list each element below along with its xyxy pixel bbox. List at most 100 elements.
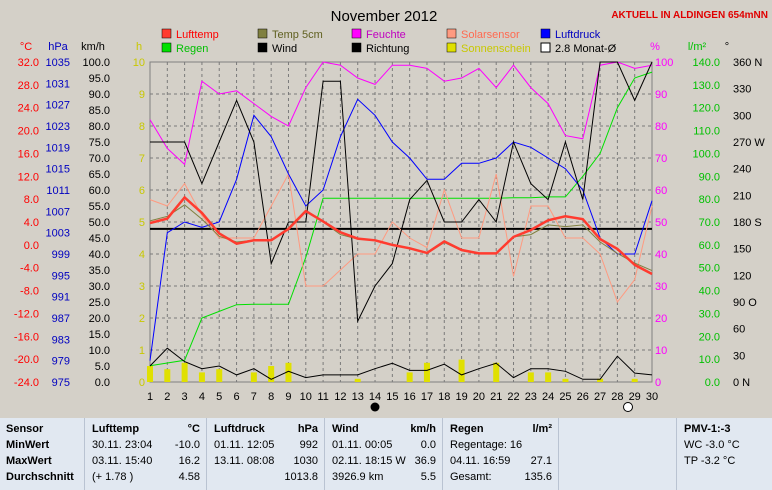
x-tick-label: 5: [216, 391, 222, 403]
wind-min-time: 01.11. 00:05: [332, 439, 393, 451]
kmh-tick-label: 45.0: [89, 233, 110, 245]
percent-tick-label: 40: [655, 249, 667, 261]
celsius-tick-label: 28.0: [18, 80, 39, 92]
percent-tick-label: 50: [655, 217, 667, 229]
kmh-tick-label: 40.0: [89, 249, 110, 261]
kmh-tick-label: 80.0: [89, 121, 110, 133]
celsius-tick-label: 0.0: [24, 240, 39, 252]
hours-tick-label: 10: [133, 57, 145, 69]
x-tick-label: 20: [473, 391, 485, 403]
x-tick-label: 1: [147, 391, 153, 403]
empty-column: [560, 418, 677, 490]
direction-tick-label: 150: [733, 244, 751, 256]
kmh-tick-label: 20.0: [89, 313, 110, 325]
celsius-tick-label: 16.0: [18, 148, 39, 160]
direction-tick-label: 120: [733, 270, 751, 282]
wind-column: Wind km/h 01.11. 00:05 0.0 02.11. 18:15 W 3…: [326, 418, 443, 490]
legend-swatch: [351, 28, 362, 39]
pmv-column: PMV-1:-3 WC -3.0 °C TP -3.2 °C: [678, 418, 772, 490]
luftdruck-header: Luftdruck: [214, 423, 265, 435]
x-tick-label: 3: [182, 391, 188, 403]
lufttemp-max: 16.2: [178, 455, 200, 467]
sunshine-bar: [631, 378, 638, 382]
weather-chart: November 2012 AKTUELL IN ALDINGEN 654mNN…: [14, 8, 768, 412]
rain-tick-label: 40.0: [699, 286, 720, 298]
rain-tick-label: 20.0: [699, 331, 720, 343]
hours-tick-label: 9: [139, 89, 145, 101]
sunshine-bar: [181, 362, 188, 382]
rain-tick-label: 10.0: [699, 354, 720, 366]
row-label-min: MinWert: [6, 439, 50, 451]
celsius-unit-label: °C: [20, 41, 32, 53]
legend-swatch: [257, 42, 268, 53]
sunshine-bar: [562, 378, 569, 382]
series-line-luftdruck: [149, 98, 653, 361]
percent-tick-label: 30: [655, 281, 667, 293]
sensor-header: Sensor: [6, 423, 44, 435]
x-tick-labels: 1 2 3 4 5 6 7 8 9 10 11 12 13 14 15 16 17 18 19 20 21 22 23 24 2…: [147, 391, 658, 403]
regen-max-time: 04.11. 16:59: [450, 455, 511, 467]
hpa-tick-label: 999: [52, 249, 70, 261]
celsius-tick-label: -24.0: [14, 377, 39, 389]
wind-unit: km/h: [410, 423, 436, 435]
series-line-feuchte: [149, 61, 653, 166]
legend-swatch: [351, 42, 362, 53]
x-tick-label: 17: [421, 391, 433, 403]
sunshine-bar: [198, 372, 205, 382]
hpa-tick-label: 975: [52, 377, 70, 389]
sunshine-bar: [285, 362, 292, 382]
sensor-column: Sensor MinWert MaxWert Durchschnitt: [0, 418, 85, 490]
hours-tick-label: 2: [139, 313, 145, 325]
hpa-tick-label: 979: [52, 356, 70, 368]
celsius-tick-label: -16.0: [14, 331, 39, 343]
hpa-tick-label: 1003: [46, 228, 70, 240]
pmv-header: PMV-1:-3: [684, 423, 731, 435]
sunshine-bar: [527, 372, 534, 382]
hpa-tick-label: 1015: [46, 164, 70, 176]
x-tick-label: 7: [251, 391, 257, 403]
percent-tick-label: 20: [655, 313, 667, 325]
chart-title: November 2012: [331, 8, 438, 25]
kmh-tick-label: 65.0: [89, 169, 110, 181]
hpa-tick-label: 991: [52, 292, 70, 304]
lufttemp-min: -10.0: [174, 439, 200, 451]
legend-label: Solarsensor: [461, 29, 520, 41]
x-tick-label: 21: [490, 391, 502, 403]
rain-tick-label: 0.0: [705, 377, 720, 389]
axes: 32.028.024.020.016.012.08.04.00.0-4.0-8.…: [14, 57, 765, 389]
direction-tick-label: 60: [733, 324, 745, 336]
x-tick-label: 24: [542, 391, 554, 403]
x-tick-label: 6: [233, 391, 239, 403]
hours-tick-label: 8: [139, 121, 145, 133]
hpa-tick-label: 1011: [46, 185, 70, 197]
hours-tick-label: 6: [139, 185, 145, 197]
luftdruck-min: 992: [299, 439, 318, 451]
x-tick-label: 18: [438, 391, 450, 403]
celsius-tick-label: -12.0: [14, 308, 39, 320]
kmh-tick-label: 0.0: [95, 377, 110, 389]
celsius-tick-label: 32.0: [18, 57, 39, 69]
hpa-unit-label: hPa: [48, 41, 68, 53]
x-tick-label: 12: [334, 391, 346, 403]
direction-tick-label: 360 N: [733, 57, 762, 69]
sunshine-bar: [250, 372, 257, 382]
percent-unit-label: %: [650, 41, 660, 53]
rain-tick-label: 100.0: [692, 148, 720, 160]
legend-swatch: [257, 28, 268, 39]
legend: Lufttemp Temp 5cm Feuchte Solarsensor Luftdr…: [161, 28, 617, 55]
celsius-tick-label: 8.0: [24, 194, 39, 206]
plot-area: [149, 61, 653, 383]
hpa-tick-label: 987: [52, 313, 70, 325]
x-tick-label: 30: [646, 391, 658, 403]
kmh-tick-label: 15.0: [89, 329, 110, 341]
rain-tick-label: 120.0: [692, 103, 720, 115]
rain-tick-label: 140.0: [692, 57, 720, 69]
x-tick-label: 8: [268, 391, 274, 403]
regen-header: Regen: [450, 423, 484, 435]
x-tick-label: 23: [525, 391, 537, 403]
celsius-tick-label: 12.0: [18, 171, 39, 183]
full-moon-icon: [623, 402, 633, 412]
regen-total-label: Gesamt:: [450, 471, 492, 483]
kmh-tick-label: 10.0: [89, 345, 110, 357]
rain-tick-label: 80.0: [699, 194, 720, 206]
